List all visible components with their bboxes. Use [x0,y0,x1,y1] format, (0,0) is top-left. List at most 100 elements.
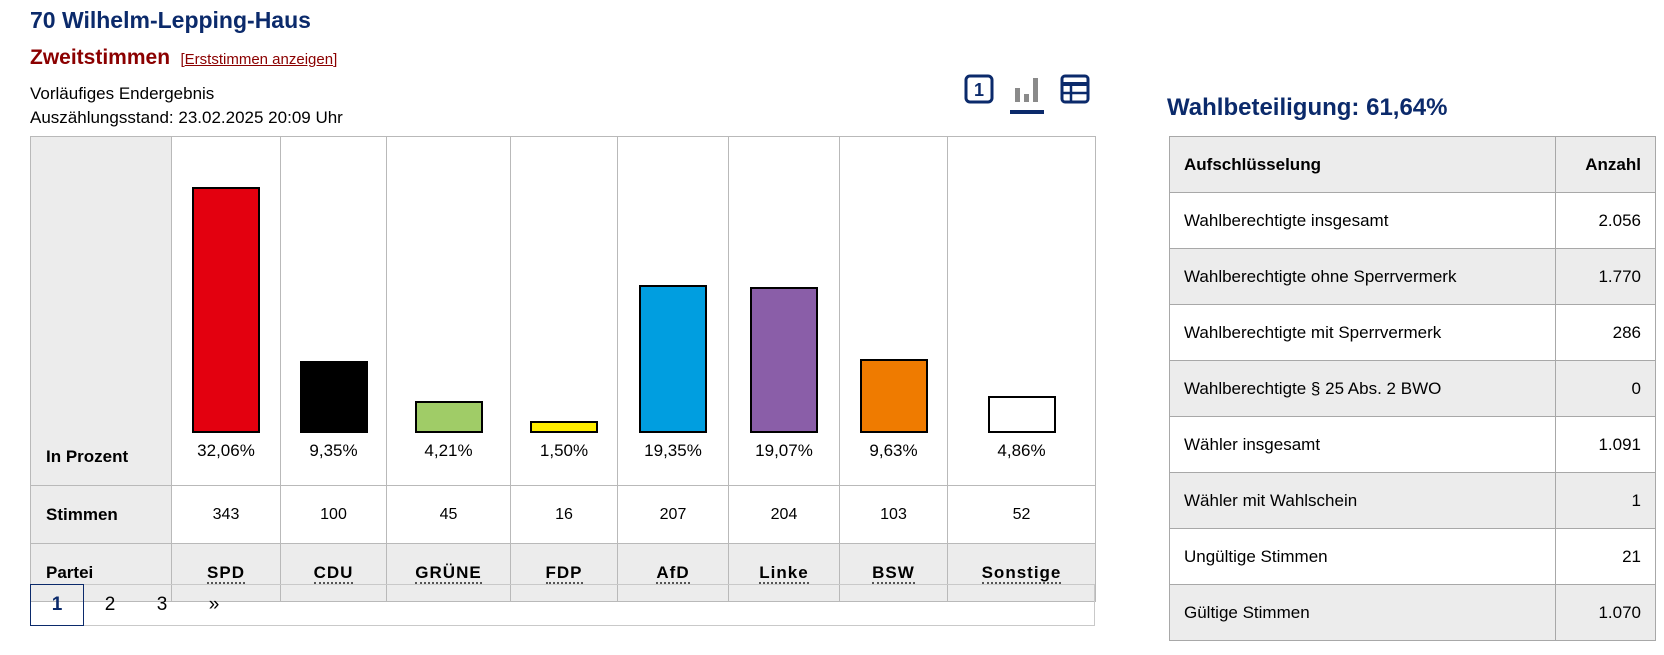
percent-label: 4,86% [997,441,1046,460]
breakdown-header-row: Aufschlüsselung Anzahl [1169,136,1656,193]
bar-grüne [414,401,483,433]
pagination: 1 2 3 » [30,584,1095,626]
bar-cell: 9,63% [839,136,948,486]
party-cell: AfD [617,543,729,602]
page-1[interactable]: 1 [30,584,84,626]
bar-chart-icon [1015,78,1038,102]
party-cell: FDP [510,543,618,602]
bar-sonstige [987,396,1056,433]
bar-wrap [511,153,617,433]
party-name-afd[interactable]: AfD [656,562,690,584]
bar-spd [192,187,260,433]
bar-wrap [618,153,728,433]
party-name-linke[interactable]: Linke [759,562,809,584]
bar-bsw [859,359,928,433]
breakdown-value: 1.091 [1555,416,1656,473]
bar-fdp [530,421,598,433]
breakdown-row: Wahlberechtigte § 25 Abs. 2 BWO 0 [1169,360,1656,417]
number-one-icon: 1 [964,74,994,104]
party-name-bsw[interactable]: BSW [872,562,915,584]
number-view-button[interactable]: 1 [962,74,996,110]
turnout-title: Wahlbeteiligung: 61,64% [1167,94,1448,121]
party-name-grüne[interactable]: GRÜNE [415,562,482,584]
bar-wrap [172,153,280,433]
percent-label: 9,63% [869,441,918,460]
breakdown-value: 1.770 [1555,248,1656,305]
svg-text:1: 1 [974,80,984,100]
party-cell: BSW [839,543,948,602]
breakdown-header-count: Anzahl [1555,136,1656,193]
bar-cell: 19,07% [728,136,840,486]
bar-cdu [299,361,368,433]
turnout-breakdown-table: Aufschlüsselung Anzahl Wahlberechtigte i… [1169,136,1656,641]
bar-wrap [840,153,947,433]
breakdown-value: 1 [1555,472,1656,529]
table-view-button[interactable] [1058,74,1092,110]
votes-row: Stimmen 343 100 45 16 207 204 103 52 [30,485,1096,544]
bar-cell: 1,50% [510,136,618,486]
party-name-sonstige[interactable]: Sonstige [981,562,1062,584]
party-cell: Linke [728,543,840,602]
votes-cell: 100 [280,485,387,544]
breakdown-label: Wähler mit Wahlschein [1169,472,1556,529]
page-3[interactable]: 3 [156,594,168,615]
result-status: Vorläufiges Endergebnis [30,84,215,103]
party-name-cdu[interactable]: CDU [313,562,354,584]
votes-cell: 52 [947,485,1096,544]
votes-cell: 45 [386,485,511,544]
chart-view-button[interactable] [1010,74,1044,114]
votes-cell: 103 [839,485,948,544]
percent-label: 4,21% [424,441,473,460]
percent-label: 9,35% [309,441,358,460]
breakdown-row: Wahlberechtigte ohne Sperrvermerk 1.770 [1169,248,1656,305]
bar-wrap [281,153,386,433]
breakdown-value: 286 [1555,304,1656,361]
party-cell: CDU [280,543,387,602]
percent-label: 19,07% [755,441,813,460]
breakdown-row: Wähler insgesamt 1.091 [1169,416,1656,473]
breakdown-row: Ungültige Stimmen 21 [1169,528,1656,585]
bar-afd [639,285,707,433]
breakdown-value: 1.070 [1555,584,1656,641]
votes-row-label: Stimmen [30,485,172,544]
breakdown-row: Wähler mit Wahlschein 1 [1169,472,1656,529]
party-cell: GRÜNE [386,543,511,602]
count-timestamp: Auszählungsstand: 23.02.2025 20:09 Uhr [30,108,343,127]
page-title: 70 Wilhelm-Lepping-Haus [30,7,311,33]
votes-cell: 343 [171,485,281,544]
ballot-type-title: Zweitstimmen [30,46,171,69]
percent-row-label: In Prozent [30,136,172,486]
percent-label: 1,50% [539,441,589,460]
breakdown-row: Wahlberechtigte mit Sperrvermerk 286 [1169,304,1656,361]
breakdown-value: 2.056 [1555,192,1656,249]
bar-wrap [387,153,510,433]
page-2[interactable]: 2 [104,594,116,615]
votes-cell: 207 [617,485,729,544]
party-cell: SPD [171,543,281,602]
breakdown-label: Wahlberechtigte ohne Sperrvermerk [1169,248,1556,305]
percent-label: 32,06% [197,441,255,460]
breakdown-label: Wähler insgesamt [1169,416,1556,473]
next-page-button[interactable]: » [208,594,220,615]
party-name-fdp[interactable]: FDP [545,562,583,584]
bar-cell: 32,06% [171,136,281,486]
party-name-spd[interactable]: SPD [207,562,245,584]
breakdown-label: Ungültige Stimmen [1169,528,1556,585]
count-status: Vorläufiges Endergebnis Auszählungsstand… [30,82,343,130]
breakdown-label: Gültige Stimmen [1169,584,1556,641]
breakdown-row: Wahlberechtigte insgesamt 2.056 [1169,192,1656,249]
party-row: Partei SPD CDU GRÜNE FDP AfD Linke BSW Sonstige [30,543,1096,602]
breakdown-value: 21 [1555,528,1656,585]
breakdown-label: Wahlberechtigte insgesamt [1169,192,1556,249]
votes-cell: 204 [728,485,840,544]
bar-cell: 4,21% [386,136,511,486]
ballot-toggle: [Erststimmen anzeigen] [180,51,338,68]
party-row-label: Partei [30,543,172,602]
votes-cell: 16 [510,485,618,544]
bar-wrap [948,153,1095,433]
show-first-votes-link[interactable]: Erststimmen anzeigen [184,51,334,68]
breakdown-value: 0 [1555,360,1656,417]
results-table: In Prozent 32,06% 9,35% 4,21% 1,50% 19,35% 19… [30,136,1096,602]
table-icon [1060,74,1090,104]
breakdown-label: Wahlberechtigte § 25 Abs. 2 BWO [1169,360,1556,417]
